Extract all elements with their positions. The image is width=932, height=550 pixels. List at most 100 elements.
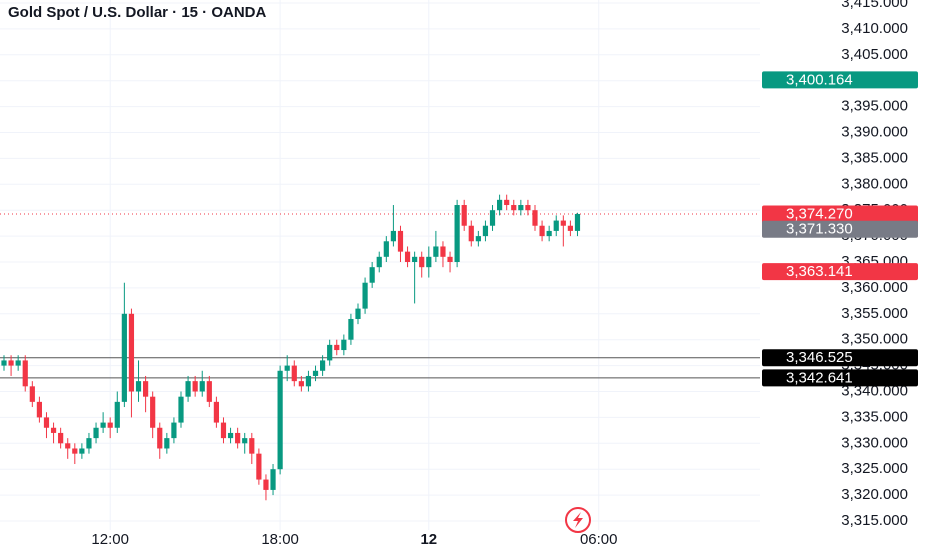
candle-body xyxy=(305,375,312,387)
candle-body xyxy=(412,256,418,262)
candle-body xyxy=(171,422,177,439)
candle-body xyxy=(553,220,559,231)
candle-body xyxy=(461,205,467,226)
price-tag xyxy=(762,220,918,238)
y-tick-label: 3,325.000 xyxy=(841,460,908,477)
candle-body xyxy=(220,422,227,439)
candle-body xyxy=(50,427,57,433)
candle-body xyxy=(22,360,28,387)
y-tick-label: 3,315.000 xyxy=(841,512,908,529)
candle-body xyxy=(143,381,149,397)
y-tick-label: 3,340.000 xyxy=(841,382,908,399)
candles xyxy=(1,194,581,501)
candle-body xyxy=(79,448,85,454)
price-tags: 3,400.1643,374.27013:263,371.3303,363.14… xyxy=(762,71,918,387)
candle-body xyxy=(86,438,92,449)
x-tick-label: 18:00 xyxy=(261,531,299,548)
y-tick-label: 3,390.000 xyxy=(841,123,908,140)
candle-body xyxy=(539,225,545,237)
candle-body xyxy=(546,230,552,237)
candle-body xyxy=(100,422,106,428)
candle-body xyxy=(504,199,510,206)
lightning-icon xyxy=(565,507,591,533)
candle-body xyxy=(320,360,326,371)
candle-body xyxy=(327,344,333,361)
candle-body xyxy=(419,256,425,268)
candle-body xyxy=(58,432,64,444)
candle-body xyxy=(185,381,191,397)
candle-body xyxy=(426,256,432,268)
chart-title: Gold Spot / U.S. Dollar · 15 · OANDA xyxy=(8,4,267,21)
candle-body xyxy=(440,246,446,257)
candle-body xyxy=(404,251,411,262)
candle-body xyxy=(8,360,14,366)
y-tick-label: 3,335.000 xyxy=(841,408,908,425)
price-tag-label: 3,342.641 xyxy=(786,369,853,386)
candle-body xyxy=(1,360,7,366)
price-tag xyxy=(762,369,918,387)
candle-body xyxy=(107,422,113,428)
candle-body xyxy=(256,453,262,480)
candle-body xyxy=(454,205,460,262)
price-tag-label: 3,371.330 xyxy=(786,221,853,238)
candle-body xyxy=(235,432,241,444)
candle-body xyxy=(525,205,531,211)
candle-body xyxy=(150,396,156,428)
candle-body xyxy=(383,241,389,257)
candle-body xyxy=(489,210,496,226)
candle-body xyxy=(65,443,71,449)
y-tick-label: 3,395.000 xyxy=(841,98,908,115)
candle-body xyxy=(341,339,347,351)
y-tick-label: 3,380.000 xyxy=(841,175,908,192)
candle-body xyxy=(242,438,248,444)
candle-body xyxy=(468,225,474,242)
candle-body xyxy=(567,225,573,231)
candle-body xyxy=(355,308,361,319)
candle-body xyxy=(270,469,276,490)
candle-body xyxy=(518,205,524,211)
candle-body xyxy=(206,381,212,402)
x-tick-label: 12 xyxy=(420,531,437,548)
candle-body xyxy=(362,282,368,309)
candle-body xyxy=(369,267,375,283)
y-tick-label: 3,410.000 xyxy=(841,20,908,37)
y-tick-label: 3,350.000 xyxy=(841,331,908,348)
price-tag xyxy=(762,71,918,89)
candle-body xyxy=(135,381,142,392)
candle-body xyxy=(298,381,304,387)
price-tag-label: 3,363.141 xyxy=(786,263,853,280)
candle-body xyxy=(249,438,255,454)
candle-body xyxy=(128,313,135,392)
y-tick-label: 3,330.000 xyxy=(841,434,908,451)
candle-body xyxy=(348,318,354,340)
y-tick-label: 3,320.000 xyxy=(841,486,908,503)
candle-body xyxy=(164,438,170,449)
candle-body xyxy=(291,365,297,382)
x-tick-label: 12:00 xyxy=(91,531,129,548)
candle-body xyxy=(574,213,581,231)
candle-body xyxy=(532,210,538,226)
candle-body xyxy=(93,427,99,439)
levels xyxy=(0,213,760,379)
candle-body xyxy=(192,381,198,392)
candle-body xyxy=(284,365,290,371)
price-tag-label: 3,374.270 xyxy=(786,205,853,222)
price-tag-label: 3,400.164 xyxy=(786,71,853,88)
candle-body xyxy=(263,479,269,490)
candle-body xyxy=(43,417,50,428)
candle-body xyxy=(227,432,234,439)
candle-body xyxy=(497,199,503,211)
candle-body xyxy=(390,230,396,242)
candle-body xyxy=(334,344,340,351)
candle-body xyxy=(560,220,566,226)
y-tick-label: 3,355.000 xyxy=(841,305,908,322)
y-tick-label: 3,405.000 xyxy=(841,46,908,63)
y-tick-label: 3,415.000 xyxy=(841,0,908,11)
candle-body xyxy=(114,401,120,428)
y-tick-label: 3,385.000 xyxy=(841,149,908,166)
candle-body xyxy=(511,205,517,211)
candle-body xyxy=(72,448,78,454)
x-tick-label: 06:00 xyxy=(580,531,618,548)
